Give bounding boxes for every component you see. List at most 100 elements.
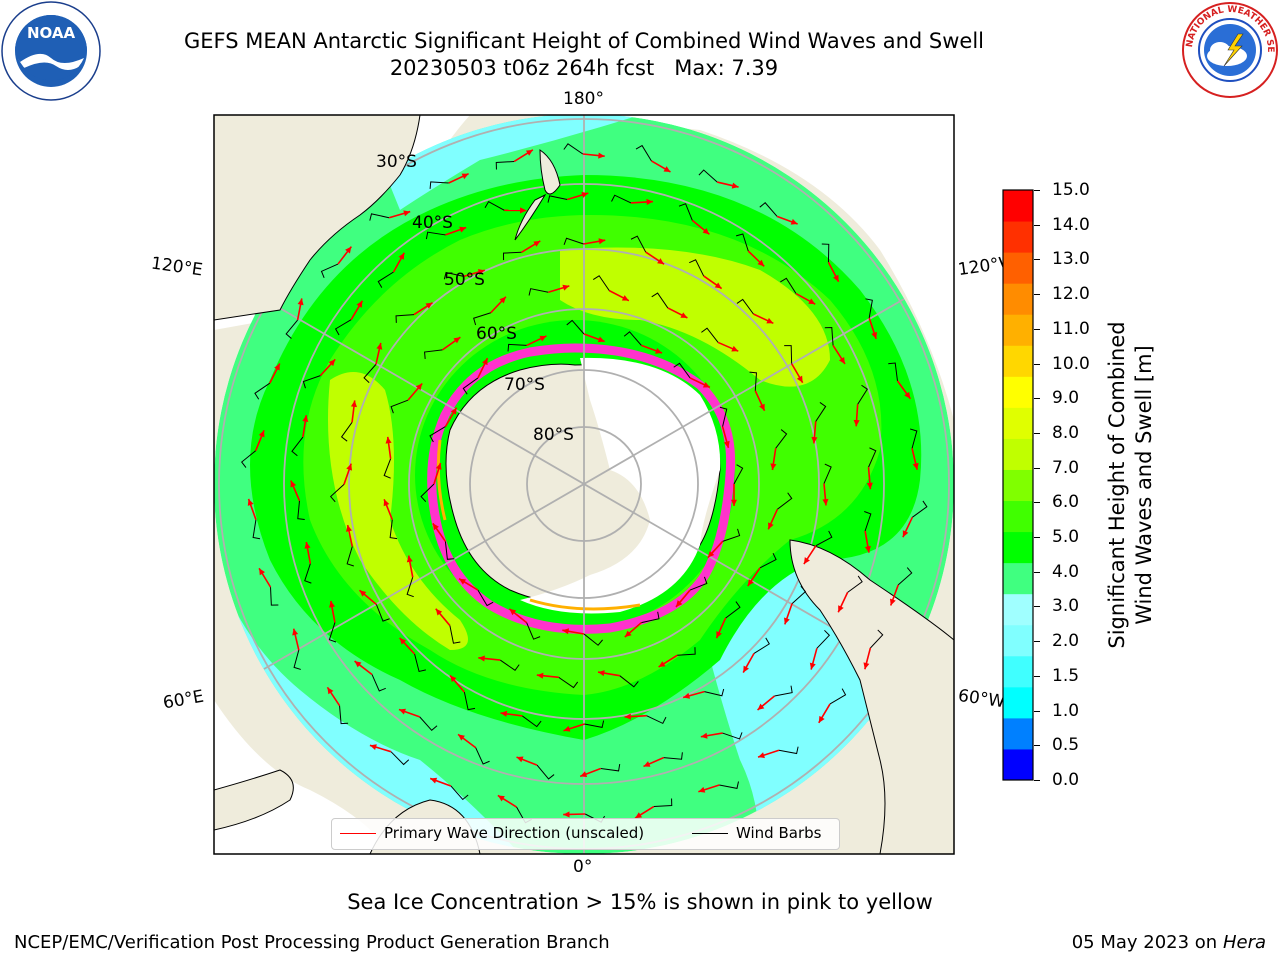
wave-direction-arrowhead xyxy=(459,226,467,233)
wind-barb xyxy=(339,705,349,725)
wave-direction-arrowhead xyxy=(766,317,774,324)
colorbar-segment xyxy=(1003,593,1033,626)
wave-direction-arrowhead xyxy=(459,578,467,585)
wave-direction-arrowhead xyxy=(655,348,663,354)
wave-direction-arrowhead xyxy=(520,207,527,214)
wave-direction-arrowhead xyxy=(700,732,708,739)
wave-direction-arrowhead xyxy=(790,218,798,225)
wave-direction-arrowhead xyxy=(458,734,465,741)
wave-direction-arrowhead xyxy=(698,786,706,793)
wave-direction-arrowhead xyxy=(598,238,606,245)
wind-barb xyxy=(390,751,410,766)
wave-direction-arrowhead xyxy=(598,152,605,159)
wave-direction-arrowhead xyxy=(866,482,873,490)
colorbar-segment xyxy=(1003,686,1033,719)
wind-barb xyxy=(377,271,394,288)
wave-direction-arrowhead xyxy=(663,166,671,172)
wind-barb xyxy=(329,484,345,503)
wave-direction-arrowhead xyxy=(621,295,629,301)
lon-label-180: 180° xyxy=(563,89,604,109)
colorbar-tick-mark xyxy=(1034,606,1040,608)
wave-direction-arrowhead xyxy=(346,525,352,532)
wave-direction-arrowhead xyxy=(675,600,683,607)
wind-barb xyxy=(749,371,757,391)
wind-barb xyxy=(270,587,279,606)
map-title: GEFS MEAN Antarctic Significant Height o… xyxy=(183,29,985,53)
graticule xyxy=(218,115,950,854)
wave-direction-arrowhead xyxy=(525,149,533,156)
wave-direction-arrowhead xyxy=(453,337,461,344)
wind-barb xyxy=(864,511,872,532)
wave-direction-arrowhead xyxy=(757,703,765,711)
wind-barb xyxy=(641,611,660,624)
footer-date: 05 May 2023 on Hera xyxy=(1072,932,1266,953)
wave-direction-arrowhead xyxy=(680,312,688,318)
wind-barb xyxy=(463,691,476,711)
wave-direction-arrowhead xyxy=(477,269,485,275)
wind-barb xyxy=(444,541,455,560)
wind-barb xyxy=(429,181,449,189)
wind-barb xyxy=(663,752,683,760)
wave-height-6to7-north xyxy=(560,247,830,387)
wave-direction-arrowhead xyxy=(597,336,605,343)
legend-item-wave-direction: Primary Wave Direction (unscaled) xyxy=(340,824,644,842)
wind-barb xyxy=(363,364,377,384)
wind-barb xyxy=(651,292,669,309)
colorbar-tick-label: 12.0 xyxy=(1052,284,1090,305)
footer-host: Hera xyxy=(1222,932,1266,953)
wind-barb xyxy=(698,169,718,183)
wave-direction-arrowhead xyxy=(904,391,911,399)
wave-direction-arrowhead xyxy=(398,708,406,715)
wave-direction-arrowhead xyxy=(350,400,357,408)
wind-barb xyxy=(725,601,741,619)
wave-direction-arrowhead xyxy=(274,363,280,371)
wind-barb xyxy=(815,530,833,547)
wind-barb xyxy=(736,298,754,315)
wave-height-6to7-west xyxy=(328,372,468,650)
wind-barb xyxy=(369,213,390,221)
colorbar-segment xyxy=(1003,190,1033,222)
wave-direction-arrowhead xyxy=(356,300,363,308)
wind-barb xyxy=(583,633,603,646)
colorbar-segment xyxy=(1003,655,1033,688)
wave-direction-arrowhead xyxy=(784,617,790,625)
wind-barb xyxy=(371,674,386,692)
sea-ice-orange xyxy=(436,439,641,611)
colorbar-tick-mark xyxy=(1034,502,1040,504)
wind-barb xyxy=(897,567,913,586)
wave-direction-arrowhead xyxy=(450,407,457,415)
wind-barb xyxy=(912,500,928,518)
wave-direction-arrowhead xyxy=(643,761,651,767)
colorbar-tick-label: 3.0 xyxy=(1052,596,1080,617)
colorbar-title-line2: Wind Waves and Swell [m] xyxy=(1132,345,1156,625)
colorbar-tick-label: 2.0 xyxy=(1052,631,1080,652)
wave-direction-arrowhead xyxy=(581,192,589,198)
colorbar-tick-label: 14.0 xyxy=(1052,214,1090,235)
wind-barb xyxy=(857,384,868,405)
new-zealand xyxy=(514,149,561,241)
wave-direction-arrowhead xyxy=(536,672,544,679)
wave-direction-arrowhead xyxy=(759,403,765,411)
wave-direction-arrowhead xyxy=(563,725,571,732)
colorbar-segment xyxy=(1003,407,1033,439)
wave-direction-arrowhead xyxy=(539,335,547,342)
wind-barb xyxy=(526,622,541,640)
wind-barb xyxy=(241,450,257,468)
wind-barb xyxy=(722,732,743,740)
colorbar-segment xyxy=(1003,562,1033,595)
wave-direction-arrowhead xyxy=(533,240,541,247)
wind-barb xyxy=(630,235,647,253)
wind-barb xyxy=(406,577,414,598)
wind-barb xyxy=(619,675,639,688)
colorbar-segment xyxy=(1003,314,1033,346)
wave-direction-arrowhead xyxy=(702,381,710,388)
wind-barb xyxy=(473,312,491,326)
wind-barb xyxy=(784,345,793,364)
wind-barb xyxy=(499,659,520,671)
wind-barb xyxy=(285,319,299,339)
wind-barb xyxy=(653,798,673,808)
colorbar-tick-label: 8.0 xyxy=(1052,422,1080,443)
wave-direction-arrowhead xyxy=(838,357,845,364)
wind-barb xyxy=(375,604,390,622)
wind-barb xyxy=(390,399,409,414)
